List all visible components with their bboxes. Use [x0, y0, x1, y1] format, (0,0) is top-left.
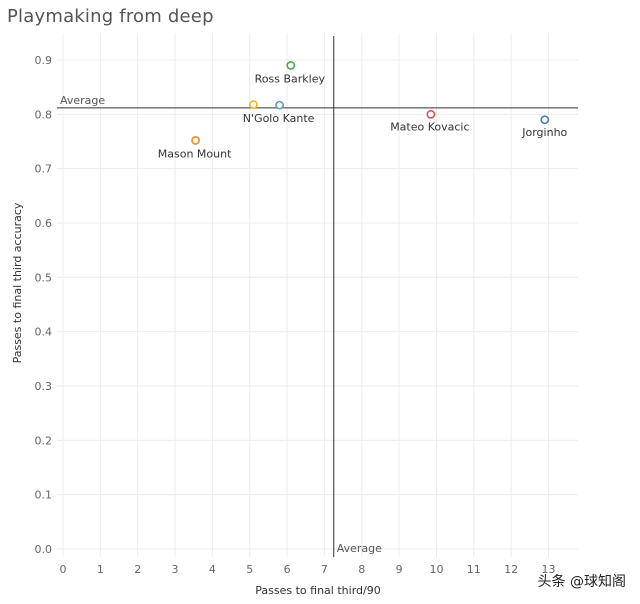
x-tick-label: 4	[209, 563, 216, 576]
y-tick-label: 0.3	[35, 380, 53, 393]
data-point[interactable]	[540, 115, 550, 125]
y-average-label: Average	[60, 94, 105, 107]
reference-lines: Average Average	[57, 36, 578, 557]
x-tick-label: 10	[429, 563, 443, 576]
y-tick-label: 0.1	[35, 489, 53, 502]
x-tick-label: 9	[396, 563, 403, 576]
axis-ticks: 0 1 2 3 4 5 6 7 8 9 10 11 12 130.00.10.20.30.40.50.60…	[35, 54, 556, 576]
x-tick-label: 8	[358, 563, 365, 576]
y-tick-label: 0.5	[35, 271, 53, 284]
y-axis-label: Passes to final third accuracy	[11, 202, 24, 363]
x-tick-label: 11	[467, 563, 481, 576]
x-axis-label: Passes to final third/90	[255, 584, 380, 597]
point-label: Mason Mount	[158, 147, 232, 160]
grid	[57, 33, 578, 557]
watermark-text: 头条 @球知阁	[538, 573, 626, 590]
y-tick-label: 0.9	[35, 54, 53, 67]
x-tick-label: 12	[504, 563, 518, 576]
point-label: Mateo Kovacic	[390, 120, 469, 133]
x-tick-label: 3	[172, 563, 179, 576]
y-tick-label: 0.2	[35, 434, 53, 447]
data-points: Ross Barkley N'Golo Kante Mason Mount Mateo…	[158, 61, 568, 160]
y-tick-label: 0.4	[35, 326, 53, 339]
x-tick-label: 0	[60, 563, 67, 576]
x-average-label: Average	[337, 542, 382, 555]
y-tick-label: 0.0	[35, 543, 53, 556]
x-tick-label: 2	[134, 563, 141, 576]
x-tick-label: 6	[284, 563, 291, 576]
x-tick-label: 7	[321, 563, 328, 576]
data-point[interactable]	[286, 61, 296, 70]
point-label: N'Golo Kante	[243, 112, 315, 125]
x-tick-label: 5	[246, 563, 253, 576]
data-point[interactable]	[249, 100, 258, 109]
y-tick-label: 0.6	[35, 217, 53, 230]
y-tick-label: 0.7	[35, 163, 53, 176]
chart-title: Playmaking from deep	[7, 6, 214, 27]
point-label: Ross Barkley	[255, 72, 326, 85]
data-point[interactable]	[426, 109, 436, 119]
data-point[interactable]	[275, 100, 285, 110]
x-tick-label: 13	[542, 563, 556, 576]
data-point[interactable]	[191, 136, 200, 145]
point-label: Jorginho	[521, 126, 567, 139]
y-tick-label: 0.8	[35, 108, 53, 121]
x-tick-label: 1	[97, 563, 104, 576]
